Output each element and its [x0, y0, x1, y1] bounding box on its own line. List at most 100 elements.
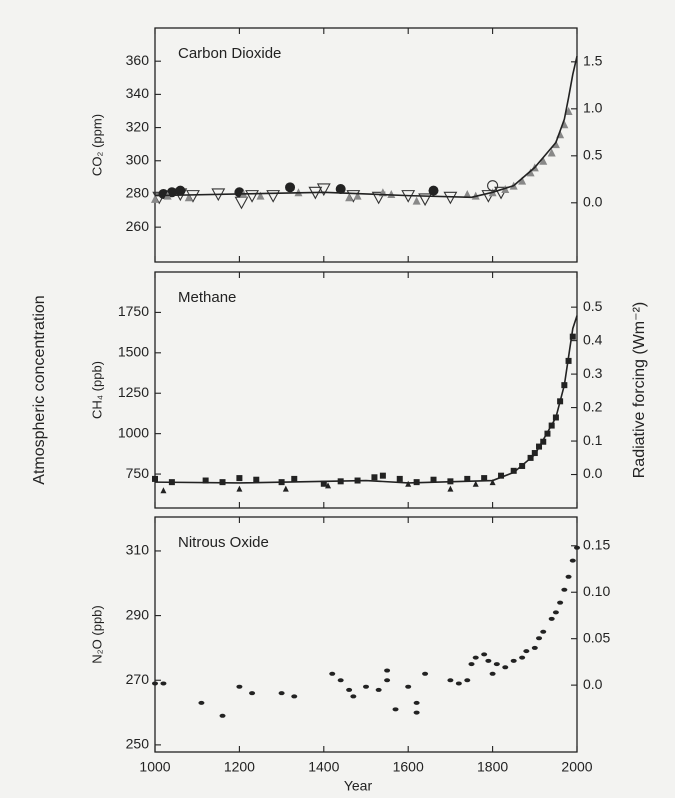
dot-marker [413, 700, 420, 705]
y-tick-label: 750 [126, 465, 150, 481]
open-circle-marker [487, 180, 499, 192]
dot-marker [481, 652, 488, 657]
dot-marker [384, 668, 391, 673]
panel-title: Nitrous Oxide [178, 534, 269, 551]
gray-triangle-marker [256, 191, 265, 200]
y2-tick-label: 1.5 [583, 53, 603, 69]
dot-marker [291, 694, 298, 699]
shared-y2-label: Radiative forcing (Wm⁻²) [631, 302, 648, 478]
open-triangle-marker [443, 191, 458, 205]
y-tick-label: 1000 [118, 424, 149, 440]
filled-circle-marker [285, 182, 296, 193]
triangle-marker [160, 487, 167, 494]
square-marker [236, 475, 243, 482]
square-marker [253, 476, 260, 483]
dot-marker [523, 649, 530, 654]
square-marker [569, 333, 576, 340]
y-tick-label: 290 [126, 606, 150, 622]
square-marker [202, 477, 209, 484]
y-tick-label: 1250 [118, 384, 149, 400]
dot-marker [346, 687, 353, 692]
trend-line [154, 315, 578, 484]
square-marker [320, 480, 327, 487]
trend-line [154, 56, 578, 199]
gray-triangle-marker [387, 189, 396, 198]
dot-marker [236, 684, 243, 689]
dot-marker [337, 678, 344, 683]
y2-tick-label: 0.3 [583, 365, 603, 381]
gray-triangle-marker [184, 193, 193, 202]
y2-tick-label: 0.15 [583, 536, 610, 552]
panel-frame [154, 27, 578, 263]
square-marker [481, 475, 488, 482]
y2-tick-label: 0.4 [583, 331, 603, 347]
open-triangle-marker [316, 183, 331, 197]
open-triangle-marker [371, 191, 386, 205]
dot-marker [405, 684, 412, 689]
y2-tick-label: 0.10 [583, 583, 610, 599]
y-tick-label: 310 [126, 542, 150, 558]
x-tick-label: 1000 [139, 759, 170, 775]
dot-marker [384, 678, 391, 683]
gray-triangle-marker [547, 148, 556, 157]
dot-marker [468, 662, 475, 667]
square-marker [291, 475, 298, 482]
dot-marker [464, 678, 471, 683]
y2-tick-label: 0.5 [583, 298, 603, 314]
y2-tick-label: 1.0 [583, 100, 603, 116]
square-marker [152, 475, 158, 482]
gray-triangle-marker [518, 176, 527, 185]
open-triangle-marker [234, 196, 249, 210]
y-tick-label: 280 [126, 185, 150, 201]
shared-y-label: Atmospheric concentration [31, 295, 48, 484]
x-tick-label: 1600 [393, 759, 424, 775]
dot-marker [422, 671, 429, 676]
y-tick-label: 300 [126, 151, 150, 167]
y-tick-label: 340 [126, 85, 150, 101]
square-marker [498, 472, 505, 479]
y-tick-label: 260 [126, 218, 150, 234]
x-tick-label: 2000 [561, 759, 592, 775]
dot-marker [249, 691, 256, 696]
y2-tick-label: 0.0 [583, 465, 603, 481]
gray-triangle-marker [539, 156, 548, 165]
panel-title: Carbon Dioxide [178, 45, 281, 62]
dot-marker [557, 600, 564, 605]
dot-marker [493, 662, 500, 667]
y-tick-label: 270 [126, 671, 150, 687]
y2-tick-label: 0.05 [583, 629, 610, 645]
y-tick-label: 250 [126, 736, 150, 752]
dot-marker [363, 684, 369, 689]
dot-marker [489, 671, 496, 676]
dot-marker [160, 681, 167, 686]
dot-marker [219, 713, 226, 718]
dot-marker [392, 707, 399, 712]
x-tick-label: 1200 [224, 759, 255, 775]
dot-marker [531, 645, 538, 650]
panel-frame [154, 516, 578, 753]
square-marker [510, 467, 517, 474]
gray-triangle-marker [345, 193, 354, 202]
dot-marker [552, 610, 559, 615]
dot-marker [472, 655, 479, 660]
open-triangle-marker [418, 193, 433, 207]
x-tick-label: 1400 [308, 759, 339, 775]
dot-marker [198, 700, 205, 705]
dot-marker [540, 629, 547, 634]
y-tick-label: 1750 [118, 303, 149, 319]
square-marker [396, 475, 403, 482]
triangle-marker [236, 485, 243, 492]
dot-marker [413, 710, 420, 715]
y2-tick-label: 0.5 [583, 147, 603, 163]
gray-triangle-marker [412, 196, 421, 205]
open-triangle-marker [245, 190, 259, 203]
gray-triangle-marker [564, 106, 573, 115]
gray-triangle-marker [551, 140, 560, 149]
dot-marker [574, 545, 580, 550]
gray-triangle-marker [353, 191, 362, 200]
y-axis-label: N₂O (ppb) [89, 605, 104, 664]
triangle-marker [447, 485, 454, 492]
dot-marker [455, 681, 462, 686]
y-tick-label: 360 [126, 52, 150, 68]
